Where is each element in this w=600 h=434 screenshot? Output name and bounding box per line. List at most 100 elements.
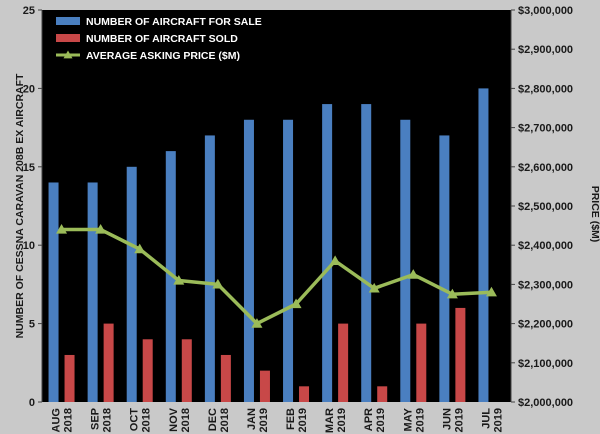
x-tick-year-4: 2018 (219, 408, 231, 432)
x-tick-month-9: MAY (402, 407, 414, 431)
right-tick-label-4: $2,400,000 (518, 240, 573, 252)
x-tick-label-0: AUG 2018 (51, 408, 75, 432)
x-tick-label-9: MAY 2019 (402, 407, 426, 432)
x-tick-label-2: OCT 2018 (129, 408, 153, 433)
legend-swatch-marker-2 (63, 50, 73, 59)
right-tick-label-2: $2,200,000 (518, 319, 573, 331)
bar-for-sale-6 (283, 119, 294, 402)
x-tick-month-6: FEB (285, 408, 297, 430)
x-axis-ticks: AUG 2018 SEP 2018 OCT 2018 NOV 2018 DEC 2018 JAN 20… (51, 407, 505, 433)
bar-sold-8 (377, 386, 388, 402)
x-tick-label-4: DEC 2018 (207, 408, 231, 433)
bar-sold-9 (416, 323, 427, 402)
x-tick-year-11: 2019 (492, 408, 504, 432)
legend: NUMBER OF AIRCRAFT FOR SALE NUMBER OF AIR… (56, 16, 262, 62)
bar-for-sale-5 (243, 119, 254, 402)
x-tick-month-1: SEP (90, 408, 102, 430)
price-marker-6 (290, 298, 302, 309)
x-tick-label-8: APR 2019 (363, 408, 387, 433)
right-tick-label-5: $2,500,000 (518, 201, 573, 213)
right-tick-label-9: $2,900,000 (518, 44, 573, 56)
bar-sold-10 (455, 307, 466, 402)
bar-sold-2 (142, 339, 153, 402)
left-axis-ticks: 0 5 10 15 20 25 (23, 5, 42, 409)
price-marker-3 (173, 274, 185, 285)
right-tick-label-10: $3,000,000 (518, 5, 573, 17)
x-tick-year-7: 2019 (336, 408, 348, 432)
x-tick-label-1: SEP 2018 (90, 408, 114, 432)
left-tick-label-0: 0 (29, 397, 35, 409)
x-tick-year-10: 2019 (453, 408, 465, 432)
bar-for-sale-10 (439, 135, 450, 402)
x-tick-year-0: 2018 (63, 408, 75, 432)
legend-label-0: NUMBER OF AIRCRAFT FOR SALE (86, 16, 262, 28)
right-tick-label-8: $2,800,000 (518, 83, 573, 95)
bar-sold-5 (259, 370, 270, 402)
price-marker-2 (134, 243, 146, 254)
legend-label-1: NUMBER OF AIRCRAFT SOLD (86, 33, 238, 45)
x-tick-month-0: AUG (51, 408, 63, 432)
left-tick-label-3: 15 (23, 162, 35, 174)
x-tick-label-7: MAR 2019 (324, 408, 348, 433)
left-tick-label-2: 10 (23, 240, 35, 252)
bar-for-sale-3 (165, 151, 176, 402)
x-tick-year-2: 2018 (141, 408, 153, 432)
x-tick-month-4: DEC (207, 408, 219, 431)
legend-label-2: AVERAGE ASKING PRICE ($M) (86, 50, 240, 62)
x-tick-month-5: JAN (246, 408, 258, 430)
x-tick-year-1: 2018 (102, 408, 114, 432)
x-tick-year-9: 2019 (414, 408, 426, 432)
left-tick-label-4: 20 (23, 83, 35, 95)
left-tick-label-1: 5 (29, 319, 35, 331)
price-marker-5 (251, 318, 263, 328)
plot-area (42, 10, 511, 402)
right-axis-ticks: $2,000,000 $2,100,000 $2,200,000 $2,300,000… (511, 5, 573, 409)
price-marker-7 (329, 255, 341, 266)
right-axis-title: PRICE ($M) (589, 186, 600, 243)
bar-sold-6 (299, 386, 310, 402)
x-tick-month-3: NOV (168, 407, 180, 432)
legend-swatch-1 (56, 34, 80, 42)
bar-for-sale-4 (204, 135, 215, 402)
price-marker-4 (212, 278, 224, 289)
right-tick-label-1: $2,100,000 (518, 358, 573, 370)
x-tick-year-3: 2018 (180, 408, 192, 432)
bar-for-sale-2 (126, 166, 137, 402)
price-marker-11 (485, 286, 497, 297)
x-tick-month-8: APR (363, 408, 375, 431)
x-tick-month-2: OCT (129, 408, 141, 432)
bar-sold-1 (103, 323, 114, 402)
left-axis-title: NUMBER OF CESSNA CARAVAN 208B EX AIRCRAF… (14, 73, 26, 338)
price-marker-0 (56, 224, 68, 234)
x-tick-label-11: JUL 2019 (480, 408, 504, 433)
x-tick-label-5: JAN 2019 (246, 408, 270, 433)
bar-sold-0 (64, 354, 75, 402)
x-tick-label-10: JUN 2019 (441, 408, 465, 433)
x-tick-month-10: JUN (441, 408, 453, 430)
bar-for-sale-11 (478, 88, 489, 403)
x-tick-month-11: JUL (480, 408, 492, 429)
line-layer (56, 224, 497, 328)
right-tick-label-7: $2,700,000 (518, 123, 573, 135)
price-line (61, 227, 492, 326)
x-tick-label-6: FEB 2019 (285, 408, 309, 433)
x-tick-label-3: NOV 2018 (168, 407, 192, 432)
price-marker-10 (446, 288, 458, 299)
x-tick-year-6: 2019 (297, 408, 309, 432)
bar-sold-7 (338, 323, 349, 402)
bar-for-sale-0 (48, 182, 59, 402)
left-tick-label-5: 25 (23, 5, 35, 17)
x-tick-month-7: MAR (324, 408, 336, 433)
right-tick-label-6: $2,600,000 (518, 162, 573, 174)
bar-sold-3 (181, 339, 192, 402)
right-tick-label-3: $2,300,000 (518, 279, 573, 291)
bar-for-sale-9 (400, 119, 411, 402)
bar-for-sale-7 (322, 104, 333, 402)
price-marker-8 (368, 282, 380, 293)
x-tick-year-8: 2019 (375, 408, 387, 432)
bar-sold-4 (220, 354, 231, 402)
bar-for-sale-8 (361, 104, 372, 402)
price-marker-9 (407, 269, 419, 279)
